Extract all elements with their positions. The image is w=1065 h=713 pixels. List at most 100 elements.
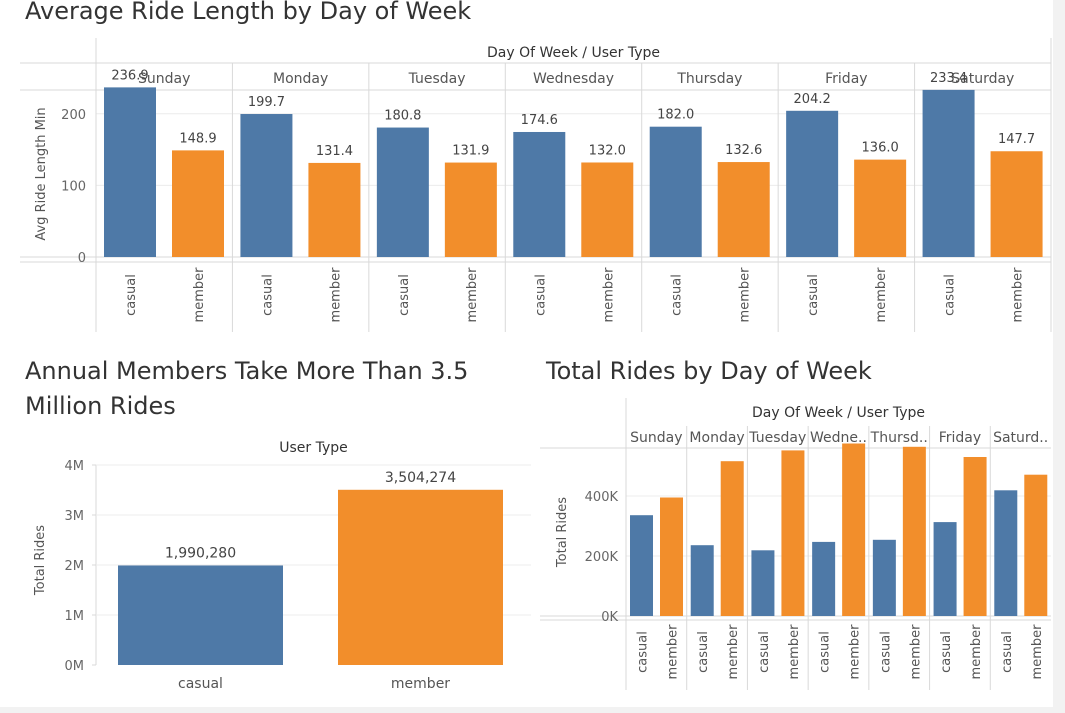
x-subcategory-label: casual — [397, 274, 412, 316]
day-header: Wednesday — [533, 71, 614, 87]
x-subcategory-label: casual — [1000, 631, 1015, 673]
bar-casual — [933, 522, 957, 616]
day-header: Friday — [939, 430, 981, 446]
data-label: 147.7 — [998, 132, 1035, 147]
day-header: Thursday — [676, 71, 742, 87]
data-label: 136.0 — [862, 141, 899, 156]
x-subcategory-label: casual — [757, 631, 772, 673]
y-tick-label: 200 — [61, 108, 86, 123]
bar-member — [1024, 474, 1048, 616]
bar-casual — [922, 89, 975, 258]
y-tick-label: 200K — [585, 550, 619, 565]
bar-member — [581, 162, 634, 257]
x-subcategory-label: member — [726, 624, 741, 680]
y-tick-label: 1M — [65, 609, 85, 624]
bar-casual — [872, 539, 896, 616]
x-subcategory-label: member — [666, 624, 681, 680]
bar-member — [717, 162, 770, 257]
bar-member — [781, 450, 805, 616]
bar-member — [660, 497, 683, 616]
column-header: Day Of Week / User Type — [487, 45, 660, 61]
x-subcategory-label: member — [787, 624, 802, 680]
x-subcategory-label: member — [848, 624, 863, 680]
x-subcategory-label: member — [328, 267, 343, 323]
bar-member — [963, 457, 987, 616]
day-header: Sunday — [138, 71, 190, 87]
x-subcategory-label: casual — [943, 274, 958, 316]
day-header: Tuesday — [408, 71, 466, 87]
data-label: 182.0 — [657, 108, 694, 123]
x-subcategory-label: casual — [124, 274, 139, 316]
bar-member — [720, 461, 744, 616]
y-tick-label: 3M — [65, 509, 85, 524]
y-tick-label: 0K — [601, 610, 618, 625]
y-tick-label: 0M — [65, 659, 85, 674]
data-label: 131.9 — [452, 144, 489, 159]
x-category-label: member — [391, 676, 450, 692]
x-category-label: casual — [178, 676, 223, 692]
x-subcategory-label: member — [601, 267, 616, 323]
x-subcategory-label: member — [908, 624, 923, 680]
data-label: 236.9 — [111, 68, 148, 83]
day-header: Tuesday — [748, 430, 806, 446]
x-subcategory-label: member — [738, 267, 753, 323]
y-tick-label: 4M — [65, 459, 85, 474]
bar-member — [338, 489, 503, 665]
bar-casual — [240, 114, 293, 257]
data-label: 1,990,280 — [165, 545, 236, 561]
x-subcategory-label: casual — [670, 274, 685, 316]
bar-member — [444, 162, 497, 257]
day-header: Thursd.. — [870, 430, 928, 446]
y-tick-label: 100 — [61, 179, 86, 194]
x-subcategory-label: casual — [636, 631, 651, 673]
scrollbar-track-horizontal[interactable] — [0, 707, 1065, 713]
x-subcategory-label: member — [969, 624, 984, 680]
chart-title-total-rides: Total Rides by Day of Week — [546, 357, 872, 385]
x-subcategory-label: member — [1011, 267, 1026, 323]
chart-title-avg-ride-length: Average Ride Length by Day of Week — [25, 0, 472, 25]
x-subcategory-label: member — [465, 267, 480, 323]
bar-casual — [649, 126, 702, 257]
column-header: Day Of Week / User Type — [752, 405, 925, 421]
data-label: 132.6 — [725, 143, 762, 158]
y-axis-label: Total Rides — [33, 525, 48, 596]
day-header: Saturd.. — [993, 430, 1048, 446]
data-label: 3,504,274 — [385, 470, 456, 486]
x-subcategory-label: member — [192, 267, 207, 323]
x-subcategory-label: casual — [818, 631, 833, 673]
bar-casual — [104, 87, 156, 257]
x-subcategory-label: casual — [878, 631, 893, 673]
bar-casual — [630, 515, 653, 616]
x-subcategory-label: casual — [806, 274, 821, 316]
day-header: Saturday — [951, 71, 1014, 87]
x-subcategory-label: casual — [260, 274, 275, 316]
day-header: Monday — [689, 430, 744, 446]
bar-member — [308, 162, 361, 257]
data-label: 199.7 — [248, 95, 285, 110]
bar-member — [842, 443, 866, 616]
y-axis-label: Total Rides — [555, 497, 570, 568]
data-label: 204.2 — [794, 92, 831, 107]
data-label: 233.4 — [930, 71, 967, 86]
bar-member — [902, 446, 926, 616]
x-subcategory-label: casual — [696, 631, 711, 673]
x-subcategory-label: casual — [939, 631, 954, 673]
x-subcategory-label: member — [1030, 624, 1045, 680]
day-header: Wedne.. — [810, 430, 867, 446]
x-subcategory-label: casual — [533, 274, 548, 316]
chart-title-annual-members: Annual Members Take More Than 3.5 Millio… — [25, 357, 469, 420]
day-header: Monday — [273, 71, 328, 87]
bar-casual — [994, 490, 1018, 616]
column-header: User Type — [279, 440, 348, 456]
data-label: 174.6 — [521, 113, 558, 128]
bar-member — [854, 159, 907, 257]
x-subcategory-label: member — [874, 267, 889, 323]
scrollbar-track-vertical[interactable] — [1053, 0, 1065, 713]
y-tick-label: 2M — [65, 559, 85, 574]
bar-casual — [513, 131, 566, 257]
bar-member — [172, 150, 224, 257]
bar-casual — [118, 565, 283, 665]
bar-casual — [751, 550, 775, 616]
data-label: 131.4 — [316, 144, 353, 159]
